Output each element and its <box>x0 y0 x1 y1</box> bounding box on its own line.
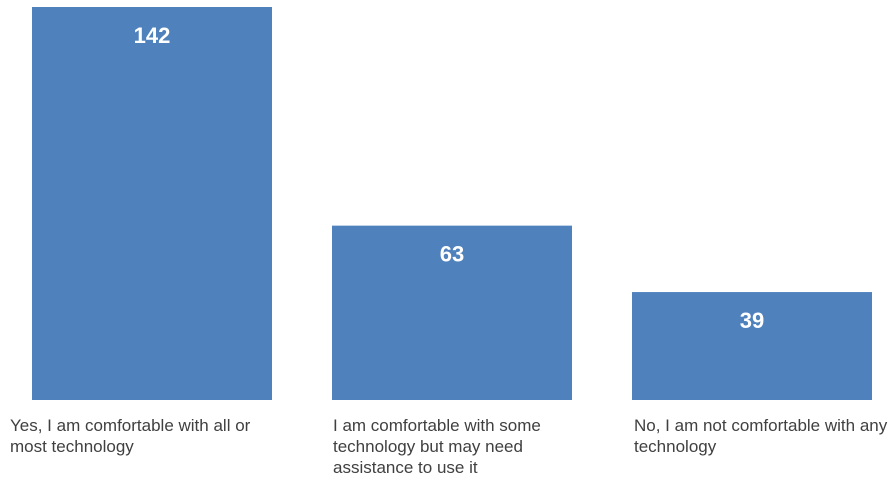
category-label-1: I am comfortable with some technology bu… <box>333 416 541 477</box>
bars-layer <box>32 7 872 400</box>
bar-value-labels: 142 63 39 <box>134 23 765 333</box>
category-label-0: Yes, I am comfortable with all or most t… <box>10 416 251 456</box>
bar-chart: 142 63 39 <box>32 7 872 400</box>
bar-0 <box>32 7 272 400</box>
bar-2 <box>632 292 872 400</box>
category-label-2: No, I am not comfortable with any techno… <box>634 416 888 456</box>
bar-value-label-2: 39 <box>740 308 764 333</box>
bar-1 <box>332 225 572 400</box>
bar-value-label-1: 63 <box>440 242 464 267</box>
bar-value-label-0: 142 <box>134 23 171 48</box>
